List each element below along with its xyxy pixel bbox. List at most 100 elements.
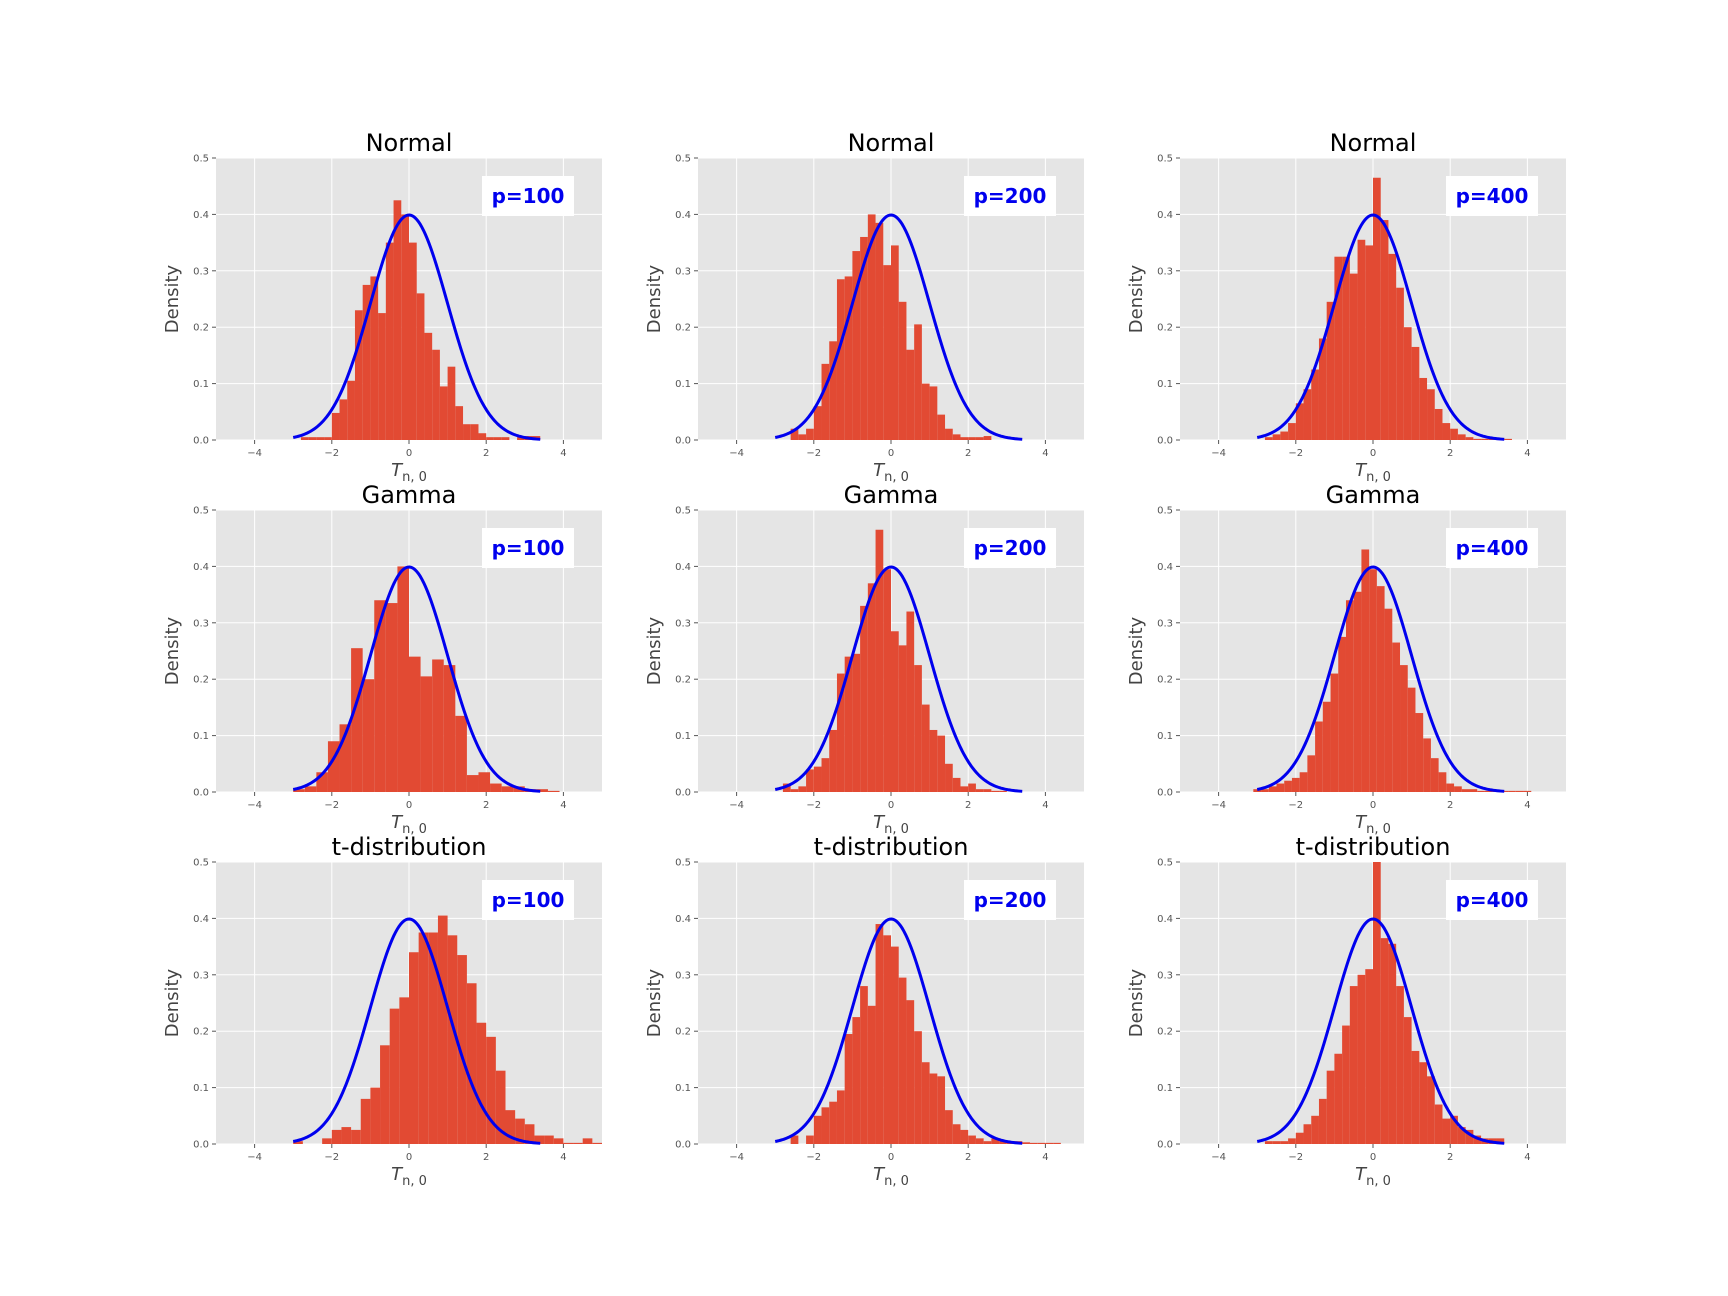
histogram-bar xyxy=(470,424,479,440)
x-tick-label: 2 xyxy=(965,448,971,459)
panel-1-3: −4 −2 0 2 4 0.0 0.1 0.2 0.3 0.4 0.5 Normal Density Tn… xyxy=(1126,129,1566,485)
sample-size-badge xyxy=(1446,176,1538,216)
histogram-bar xyxy=(327,741,340,792)
histogram-bar xyxy=(1311,369,1319,440)
histogram-bar xyxy=(1430,758,1439,792)
x-axis-label: Tn, 0 xyxy=(873,1164,909,1189)
histogram-bar xyxy=(331,1129,342,1144)
y-tick-label: 0.0 xyxy=(675,436,691,447)
histogram-bar xyxy=(960,437,969,440)
histogram-bar xyxy=(1272,434,1281,440)
normal-density-curve xyxy=(292,213,541,441)
histogram-bar xyxy=(300,437,309,440)
histogram-bar xyxy=(1457,1127,1466,1144)
x-tick-label: 0 xyxy=(1370,800,1376,811)
histogram-bar xyxy=(418,932,429,1144)
histogram-bar xyxy=(424,332,433,440)
histogram-bar xyxy=(1295,1132,1304,1144)
histogram-bar xyxy=(860,605,868,792)
histogram-bar xyxy=(852,1017,861,1144)
histogram-bar xyxy=(983,789,992,792)
sample-size-label: p=400 xyxy=(1456,184,1529,208)
panel-3-3: −4 −2 0 2 4 0.0 0.1 0.2 0.3 0.4 0.5 t-distribution D… xyxy=(1126,833,1566,1189)
histogram-bar xyxy=(378,313,386,440)
y-axis-label: Density xyxy=(162,616,183,685)
histogram-bar xyxy=(362,679,375,792)
histogram-bar xyxy=(1403,1017,1412,1144)
sample-size-label: p=100 xyxy=(492,536,565,560)
histogram-bar xyxy=(339,724,352,792)
histogram-bar xyxy=(836,279,845,440)
x-tick-label: 2 xyxy=(483,800,489,811)
normal-density-curve xyxy=(1256,565,1505,793)
histogram-bar xyxy=(385,603,398,792)
histogram-bar xyxy=(1276,783,1285,792)
sample-size-label: p=100 xyxy=(492,888,565,912)
histogram-bar xyxy=(906,1000,915,1144)
histogram-bar xyxy=(914,665,922,792)
histogram-bar xyxy=(1496,1138,1505,1144)
histogram-bar xyxy=(501,437,510,440)
histogram-bar xyxy=(1029,1142,1038,1144)
histogram-bar xyxy=(914,1031,922,1144)
histogram-bar xyxy=(891,631,899,792)
histogram-bar xyxy=(1469,789,1478,792)
histogram-bar xyxy=(399,997,409,1144)
x-tick-label: 4 xyxy=(1524,448,1530,459)
normal-density-curve xyxy=(1256,917,1505,1145)
y-tick-label: 0.0 xyxy=(193,1140,209,1151)
histogram-bar xyxy=(1434,1104,1443,1144)
histogram-bar xyxy=(1504,438,1512,440)
histogram-bar xyxy=(875,222,884,440)
histogram-bar xyxy=(478,772,491,792)
x-axis-label: Tn, 0 xyxy=(391,812,427,837)
histogram-bar xyxy=(1380,220,1389,440)
histogram-bar xyxy=(432,659,444,792)
histogram-bar xyxy=(505,1110,516,1144)
histogram-bar xyxy=(339,399,348,440)
y-tick-label: 0.2 xyxy=(1157,323,1173,334)
y-tick-label: 0.3 xyxy=(1157,266,1173,277)
histogram-bar xyxy=(813,406,822,440)
histogram-bar xyxy=(1295,403,1304,440)
x-tick-label: −2 xyxy=(324,800,339,811)
sample-size-badge xyxy=(964,176,1056,216)
histogram-bar xyxy=(1411,1050,1420,1144)
histogram-bar xyxy=(1446,783,1455,792)
histogram-bar xyxy=(1419,1062,1428,1144)
histogram-bar xyxy=(316,437,325,440)
y-tick-label: 0.0 xyxy=(1157,436,1173,447)
sample-size-label: p=200 xyxy=(974,536,1047,560)
histogram-bar xyxy=(813,766,822,792)
histogram-bar xyxy=(1388,943,1397,1144)
histogram-bar xyxy=(968,437,976,440)
histogram-bar xyxy=(1045,1142,1054,1144)
histogram-bar xyxy=(351,648,363,792)
histogram-bar xyxy=(1291,777,1300,792)
histogram-bar xyxy=(1330,673,1339,792)
histogram-bar xyxy=(952,434,961,440)
y-tick-label: 0.3 xyxy=(675,266,691,277)
x-tick-label: 2 xyxy=(483,1152,489,1163)
histogram-bar xyxy=(517,437,525,440)
histogram-bar xyxy=(952,777,961,792)
histogram-bar xyxy=(1303,389,1312,440)
histogram-bar xyxy=(867,1005,876,1144)
histogram-bar xyxy=(937,414,946,440)
sample-size-label: p=200 xyxy=(974,888,1047,912)
histogram-bar xyxy=(393,200,402,440)
x-tick-label: 2 xyxy=(1447,800,1453,811)
x-tick-label: 4 xyxy=(1042,1152,1048,1163)
histogram-bar xyxy=(1396,287,1404,440)
x-axis-label: Tn, 0 xyxy=(391,460,427,485)
x-tick-label: −4 xyxy=(247,448,262,459)
histogram-bar xyxy=(354,310,363,440)
y-tick-label: 0.0 xyxy=(193,788,209,799)
histogram-bar xyxy=(1523,790,1532,792)
histogram-bar xyxy=(347,380,355,440)
histogram-bar xyxy=(293,789,305,792)
histogram-bar xyxy=(1369,569,1377,792)
x-tick-label: −2 xyxy=(1288,800,1303,811)
x-tick-label: 4 xyxy=(1042,800,1048,811)
histogram-bar xyxy=(898,645,907,792)
